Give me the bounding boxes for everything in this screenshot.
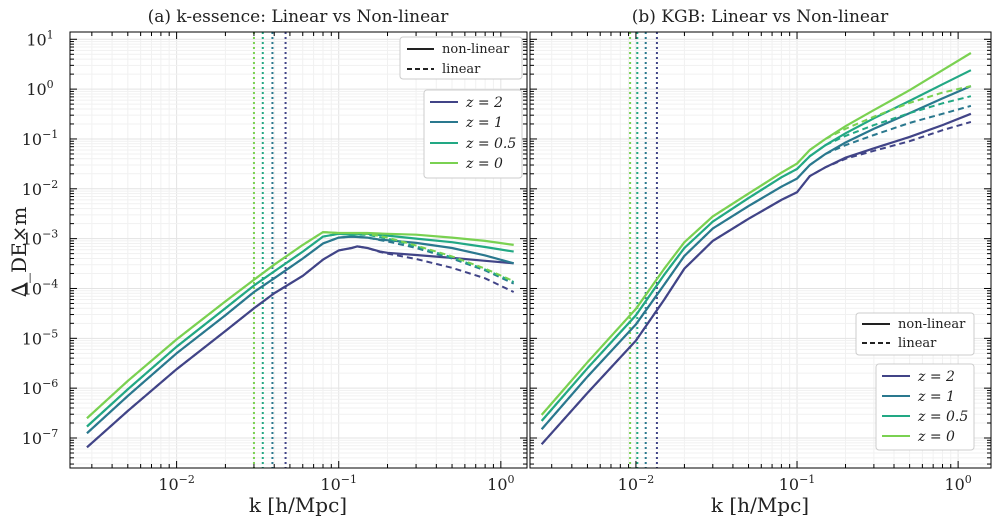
- x-axis-label: k [h/Mpc]: [711, 493, 809, 517]
- legend-entry: z = 2: [917, 369, 955, 385]
- x-tick-label: 10−1: [320, 473, 357, 494]
- series-nonlinear: [86, 230, 514, 420]
- legend-entry: z = 0.5: [917, 409, 968, 425]
- legend-entry: z = 0: [465, 156, 503, 172]
- y-axis-label: Δ_DE×m: [7, 207, 31, 298]
- legend-entry: linear: [442, 62, 481, 77]
- y-tick-label: 100: [26, 78, 53, 99]
- series-nonlinear: [86, 232, 514, 428]
- series-nonlinear: [86, 235, 514, 435]
- y-tick-label: 10−2: [22, 178, 59, 199]
- plot-frame: [69, 31, 528, 469]
- plot-frame: [529, 31, 992, 469]
- legend-entry: z = 1: [917, 389, 955, 405]
- y-tick-label: 10−7: [22, 427, 59, 448]
- x-tick-label: 100: [944, 473, 971, 494]
- legend-entry: non-linear: [898, 317, 966, 332]
- panel-title: (b) KGB: Linear vs Non-linear: [632, 7, 889, 27]
- x-tick-label: 100: [487, 473, 514, 494]
- panel-kgb: (b) KGB: Linear vs Non-linear 10−2 10−1 10…: [529, 7, 992, 517]
- axis-ticks: 10−2 10−1 100: [530, 32, 991, 494]
- legend-entry: linear: [898, 336, 937, 351]
- y-tick-label: 10−1: [22, 128, 59, 149]
- x-axis-label: k [h/Mpc]: [249, 493, 347, 517]
- legend-redshift: z = 2 z = 1 z = 0.5 z = 0: [875, 363, 975, 451]
- grid: [70, 32, 527, 468]
- panel-title: (a) k-essence: Linear vs Non-linear: [148, 7, 450, 27]
- legend-redshift: z = 2 z = 1 z = 0.5 z = 0: [423, 89, 523, 179]
- legend-entry: z = 0.5: [465, 136, 516, 152]
- y-tick-label: 10−5: [22, 327, 59, 348]
- legend-linestyle: non-linear linear: [399, 36, 523, 80]
- legend-linestyle: non-linear linear: [855, 312, 975, 356]
- series-nonlinear: [540, 112, 972, 445]
- series-lines: [540, 52, 972, 445]
- series-nonlinear: [540, 52, 972, 416]
- legend-entry: z = 2: [465, 95, 503, 111]
- series-nonlinear: [86, 245, 514, 449]
- x-tick-label: 10−2: [618, 473, 655, 494]
- legend-entry: z = 1: [465, 115, 503, 131]
- legend-entry: non-linear: [442, 42, 510, 57]
- series-lines: [86, 230, 515, 449]
- y-tick-label: 101: [26, 28, 53, 49]
- panel-kessence: (a) k-essence: Linear vs Non-linear 10−2…: [7, 7, 528, 517]
- series-nonlinear: [540, 85, 972, 430]
- y-tick-label: 10−6: [22, 377, 59, 398]
- x-tick-label: 10−1: [779, 473, 816, 494]
- x-tick-label: 10−2: [158, 473, 195, 494]
- legend-entry: z = 0: [917, 429, 955, 445]
